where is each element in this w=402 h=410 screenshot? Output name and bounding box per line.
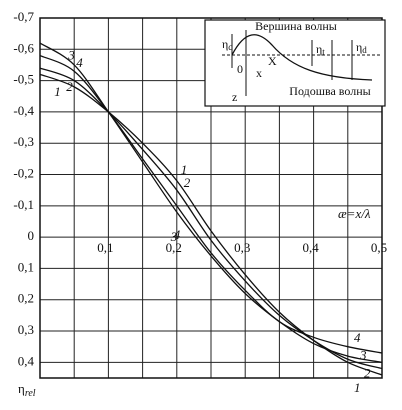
- y-tick-label: -0,1: [13, 197, 34, 212]
- y-tick-label: -0,6: [13, 40, 34, 55]
- series-label: 3: [359, 347, 367, 362]
- inset-label: Вершина волны: [255, 19, 337, 33]
- y-tick-label: 0,1: [18, 259, 34, 274]
- y-tick-label: 0,4: [18, 353, 35, 368]
- inset-label: z: [232, 90, 237, 104]
- curve: [39, 54, 383, 354]
- y-axis-label: ηrel: [18, 381, 36, 399]
- series-label: 4: [354, 330, 361, 345]
- series-label: 2: [184, 175, 191, 190]
- series-label: 3: [170, 229, 178, 244]
- plot-frame: [39, 17, 383, 379]
- y-tick-label: -0,3: [13, 134, 34, 149]
- series-label: 2: [66, 79, 73, 94]
- series-label: 1: [354, 380, 361, 395]
- y-axis-label-sub: rel: [25, 388, 36, 399]
- y-tick-label: -0,7: [13, 9, 34, 24]
- x-tick-label: 0,3: [234, 240, 250, 255]
- inset-label: ηd: [356, 40, 367, 55]
- series-label: 4: [76, 55, 83, 70]
- series-label: 3: [67, 48, 75, 63]
- x-tick-label: 0,4: [302, 240, 319, 255]
- inset-label: x: [256, 66, 262, 80]
- inset-label: Подошва волны: [289, 84, 370, 98]
- inset-diagram: Вершина волны Подошва волны ηc ηt ηd 0 x…: [204, 19, 386, 107]
- series-label: 1: [181, 162, 188, 177]
- series-label: 2: [364, 366, 371, 381]
- x-tick-label: 0,2: [166, 240, 182, 255]
- inset-label: X: [268, 54, 277, 68]
- y-tick-label: -0,2: [13, 166, 34, 181]
- inset-label: ηt: [316, 42, 325, 57]
- y-tick-label: 0,2: [18, 291, 34, 306]
- y-tick-label: -0,5: [13, 72, 34, 87]
- x-axis-label: æ=x/λ: [338, 206, 371, 221]
- curve: [39, 42, 383, 363]
- inset-label: 0: [237, 62, 243, 76]
- y-tick-label: 0,3: [18, 322, 34, 337]
- series-label: 4: [174, 227, 181, 242]
- x-tick-label: 0,5: [371, 240, 387, 255]
- curve: [39, 67, 383, 370]
- y-tick-label: -0,4: [13, 103, 34, 118]
- series-label: 1: [54, 84, 61, 99]
- x-tick-label: 0,1: [97, 240, 113, 255]
- y-tick-label: 0: [28, 228, 35, 243]
- y-axis-label: η: [18, 381, 25, 396]
- inset-label: ηc: [222, 37, 232, 52]
